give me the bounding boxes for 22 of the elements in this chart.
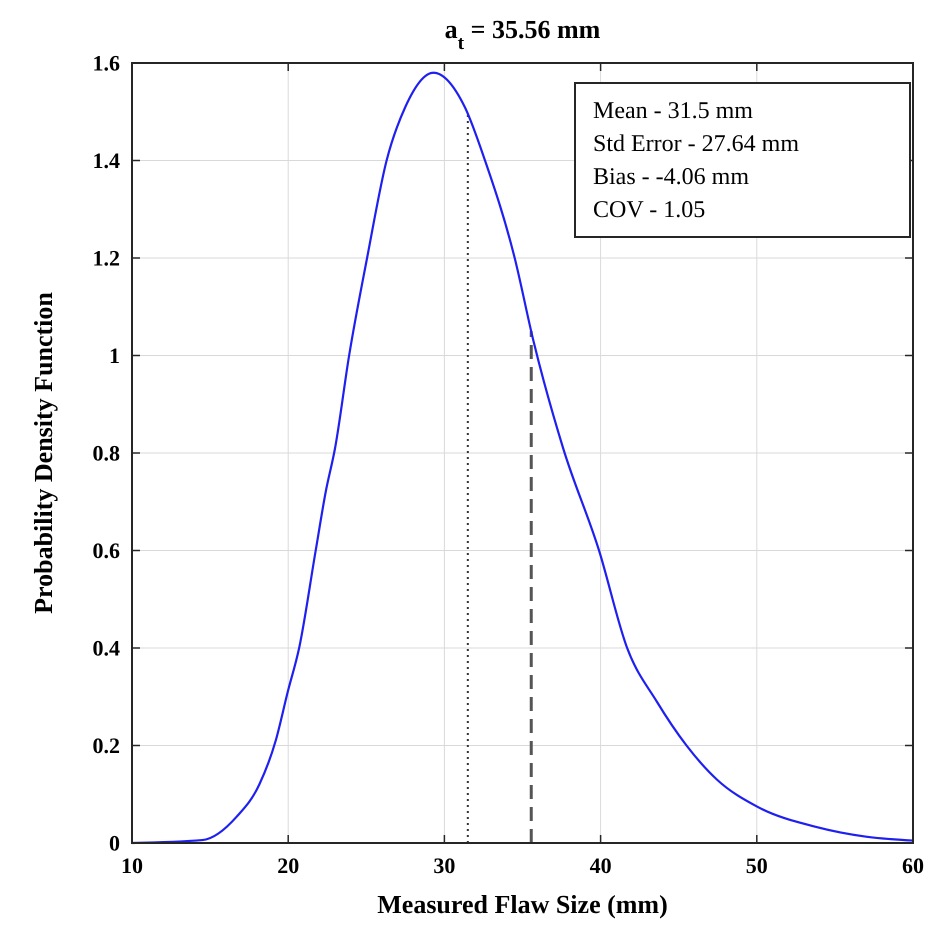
y-tick-label: 1.2 <box>92 246 120 271</box>
chart-title: a$_{t}$ = 35.56 mm <box>444 15 601 54</box>
x-tick-label: 60 <box>902 853 924 878</box>
y-axis-title: Probability Density Function <box>29 292 58 614</box>
y-tick-label: 1.4 <box>92 148 120 174</box>
y-tick-label: 1.6 <box>92 50 120 76</box>
y-tick-label: 1 <box>109 343 120 368</box>
y-tick-label: 0.2 <box>92 733 120 758</box>
y-tick-label: 0.4 <box>92 636 120 661</box>
x-axis-title: Measured Flaw Size (mm) <box>377 890 668 919</box>
annotation: Bias - -4.06 mm <box>593 164 750 190</box>
x-tick-label: 20 <box>277 853 300 878</box>
y-tick-label: 0.8 <box>92 440 120 466</box>
y-tick-label: 0 <box>109 830 120 856</box>
x-tick-label: 50 <box>746 853 768 878</box>
annotation: Mean - 31.5 mm <box>593 98 754 124</box>
x-tick-label: 40 <box>590 853 612 878</box>
x-tick-label: 30 <box>433 853 456 878</box>
annotation: COV - 1.05 <box>593 197 706 223</box>
y-tick-label: 0.6 <box>92 538 120 564</box>
annotation: Std Error - 27.64 mm <box>593 131 800 157</box>
x-tick-label: 10 <box>121 853 143 878</box>
